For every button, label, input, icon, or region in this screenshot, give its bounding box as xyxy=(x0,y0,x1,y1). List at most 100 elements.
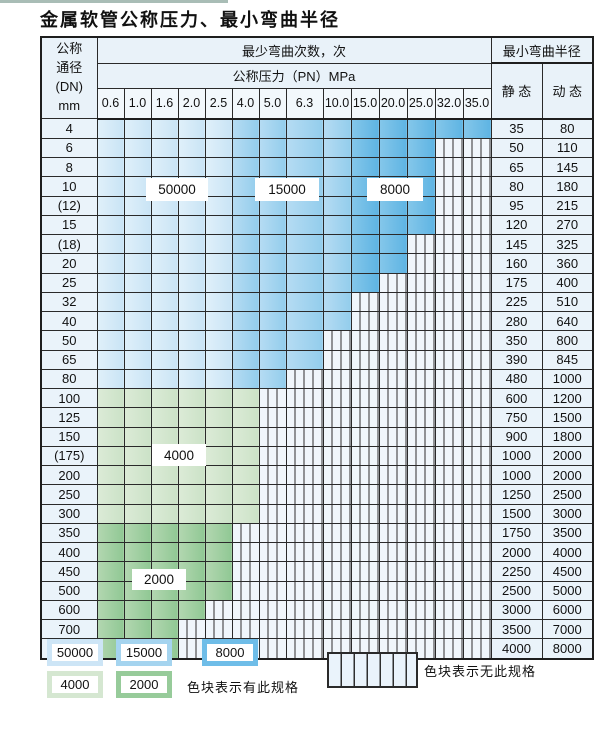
spec-cell xyxy=(322,233,352,255)
dynamic-radius-cell: 80 xyxy=(541,118,594,139)
no-spec-cell xyxy=(350,618,380,640)
spec-cell xyxy=(177,368,206,390)
dn-cell: 20 xyxy=(40,253,98,274)
no-spec-cell xyxy=(462,214,492,236)
spec-cell xyxy=(150,503,179,524)
pressure-col-header-0.6: 0.6 xyxy=(96,87,125,120)
spec-cell xyxy=(96,541,125,563)
no-spec-cell xyxy=(258,445,287,467)
no-spec-cell xyxy=(434,176,464,197)
no-spec-cell xyxy=(285,618,324,640)
spec-cell xyxy=(96,464,125,486)
no-spec-cell xyxy=(462,426,492,447)
dynamic-radius-cell: 145 xyxy=(541,156,594,178)
spec-cell xyxy=(150,118,179,139)
spec-cell xyxy=(150,522,179,544)
spec-cell xyxy=(258,272,287,293)
static-radius-cell: 95 xyxy=(490,195,543,216)
spec-cell xyxy=(123,195,152,216)
pressure-header: 公称压力（PN）MPa xyxy=(96,62,492,89)
spec-cell xyxy=(150,330,179,351)
spec-cell xyxy=(231,253,260,274)
no-spec-cell xyxy=(406,233,436,255)
spec-cell xyxy=(177,599,206,621)
spec-cell xyxy=(150,484,179,505)
static-radius-cell: 120 xyxy=(490,214,543,236)
dynamic-radius-cell: 1000 xyxy=(541,368,594,390)
spec-cell xyxy=(123,349,152,370)
no-spec-cell xyxy=(350,484,380,505)
static-radius-cell: 160 xyxy=(490,253,543,274)
spec-cell xyxy=(231,214,260,236)
dn-cell: 600 xyxy=(40,599,98,621)
spec-cell xyxy=(231,291,260,313)
spec-cell xyxy=(350,233,380,255)
spec-cell xyxy=(322,137,352,159)
no-spec-cell xyxy=(350,310,380,332)
min-bend-radius-header: 最小弯曲半径 xyxy=(490,36,594,64)
spec-cell xyxy=(150,541,179,563)
no-spec-cell xyxy=(406,349,436,370)
pressure-col-header-35.0: 35.0 xyxy=(462,87,492,120)
dn-cell: 250 xyxy=(40,484,98,505)
spec-cell xyxy=(123,541,152,563)
no-spec-cell xyxy=(406,599,436,621)
spec-cell xyxy=(177,464,206,486)
pressure-col-header-1.6: 1.6 xyxy=(150,87,179,120)
no-spec-cell xyxy=(258,522,287,544)
static-radius-cell: 390 xyxy=(490,349,543,370)
spec-cell xyxy=(231,407,260,428)
no-spec-cell xyxy=(406,272,436,293)
dynamic-radius-cell: 1800 xyxy=(541,426,594,447)
dynamic-radius-cell: 215 xyxy=(541,195,594,216)
no-spec-cell xyxy=(285,484,324,505)
spec-cell xyxy=(434,118,464,139)
dn-cell: 25 xyxy=(40,272,98,293)
spec-cell xyxy=(96,426,125,447)
no-spec-cell xyxy=(434,599,464,621)
spec-cell xyxy=(123,484,152,505)
spec-cell xyxy=(96,176,125,197)
spec-cell xyxy=(96,349,125,370)
spec-cell xyxy=(258,349,287,370)
no-spec-cell xyxy=(204,599,233,621)
no-spec-cell xyxy=(322,541,352,563)
no-spec-cell xyxy=(231,522,260,544)
spec-cell xyxy=(96,368,125,390)
no-spec-cell xyxy=(285,368,324,390)
spec-cell xyxy=(204,522,233,544)
no-spec-cell xyxy=(322,464,352,486)
dn-cell: 10 xyxy=(40,176,98,197)
static-column-header: 静 态 xyxy=(490,62,543,120)
no-spec-cell xyxy=(350,330,380,351)
spec-cell xyxy=(123,118,152,139)
spec-cell xyxy=(258,368,287,390)
no-spec-cell xyxy=(350,407,380,428)
legend-swatch-8000: 8000 xyxy=(202,639,258,666)
dn-cell: 50 xyxy=(40,330,98,351)
pressure-col-header-10.0: 10.0 xyxy=(322,87,352,120)
pressure-values-row: 0.6 1.0 1.6 2.0 2.5 4.0 5.0 6.3 10.0 15.0 20.0 25.0… xyxy=(41,87,593,120)
dynamic-radius-cell: 400 xyxy=(541,272,594,293)
no-spec-cell xyxy=(434,464,464,486)
pressure-col-header-2.5: 2.5 xyxy=(204,87,233,120)
spec-cell xyxy=(350,118,380,139)
no-spec-cell xyxy=(378,541,408,563)
spec-cell xyxy=(123,618,152,640)
spec-cell xyxy=(150,310,179,332)
spec-cell xyxy=(231,503,260,524)
spec-cell xyxy=(406,156,436,178)
no-spec-cell xyxy=(258,638,287,659)
table-row-dn-400: 400 2000 4000 xyxy=(40,541,594,563)
spec-cell xyxy=(322,118,352,139)
spec-cell xyxy=(204,580,233,601)
no-spec-cell xyxy=(406,484,436,505)
cycle-count-tag-15000: 15000 xyxy=(255,178,319,201)
spec-cell xyxy=(177,522,206,544)
no-spec-cell xyxy=(434,349,464,370)
pressure-col-header-2.0: 2.0 xyxy=(177,87,206,120)
no-spec-cell xyxy=(322,522,352,544)
cycle-count-tag-4000: 4000 xyxy=(152,444,206,466)
no-spec-cell xyxy=(350,561,380,582)
